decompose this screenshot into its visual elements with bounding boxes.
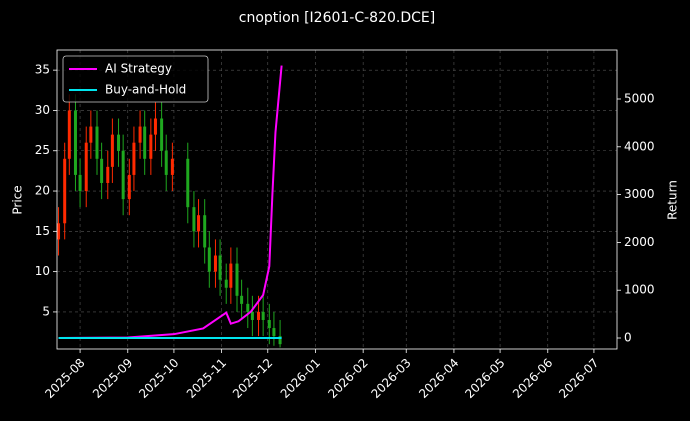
- candle-body: [106, 166, 110, 183]
- plot-frame: [56, 49, 618, 350]
- x-tick-label: 2025-11: [184, 356, 229, 401]
- y-tick-label: 30: [35, 103, 50, 117]
- x-tick-label: 2026-03: [368, 356, 413, 401]
- y2-tick-label: 0: [624, 331, 632, 345]
- candle-body: [160, 118, 164, 151]
- candle-body: [261, 311, 265, 320]
- y2-tick-label: 1000: [624, 283, 655, 297]
- x-tick-label: 2026-04: [416, 356, 461, 401]
- candle-body: [186, 158, 190, 208]
- x-tick-label: 2026-01: [278, 356, 323, 401]
- candle-body: [170, 158, 174, 175]
- line-series: [58, 65, 283, 340]
- y2-tick-label: 4000: [624, 139, 655, 153]
- x-tick-label: 2025-10: [136, 356, 181, 401]
- candle-body: [132, 142, 136, 175]
- x-tick-label: 2025-09: [90, 356, 135, 401]
- candle-body: [143, 126, 147, 159]
- candle-body: [218, 255, 222, 280]
- candle-body: [89, 126, 93, 143]
- x-tick-label: 2025-12: [230, 356, 275, 401]
- candle-body: [235, 263, 239, 296]
- candle-body: [149, 134, 153, 159]
- x-tick-label: 2026-06: [510, 356, 555, 401]
- legend-label: Buy-and-Hold: [105, 83, 186, 97]
- chart-title: cnoption [I2601-C-820.DCE]: [239, 10, 435, 26]
- candle-body: [257, 311, 261, 320]
- candle-body: [278, 336, 282, 345]
- candle-body: [100, 158, 104, 183]
- candle-body: [117, 134, 121, 151]
- candle-body: [110, 134, 114, 167]
- y-tick-label: 35: [35, 63, 50, 77]
- candle-body: [57, 223, 61, 240]
- candle-body: [207, 247, 211, 272]
- candle-body: [127, 174, 131, 200]
- candle-body: [73, 110, 77, 175]
- candle-body: [250, 311, 254, 320]
- y-tick-label: 15: [35, 224, 50, 238]
- candle-body: [229, 263, 233, 288]
- candle-body: [246, 303, 250, 312]
- y2-axis-label: Return: [666, 180, 680, 220]
- legend-label: AI Strategy: [105, 62, 172, 76]
- y-tick-label: 25: [35, 143, 50, 157]
- candle-body: [121, 150, 125, 200]
- candle-body: [203, 215, 207, 248]
- x-tick-label: 2025-08: [42, 356, 87, 401]
- candle-body: [224, 279, 228, 288]
- candle-body: [63, 158, 67, 224]
- y-axis-label: Price: [11, 185, 25, 214]
- y-tick-label: 10: [35, 264, 50, 278]
- candle-body: [78, 174, 82, 192]
- candle-body: [138, 126, 142, 143]
- y2-tick-label: 3000: [624, 187, 655, 201]
- y2-tick-label: 2000: [624, 235, 655, 249]
- candle-body: [267, 319, 271, 329]
- candle-body: [240, 295, 244, 304]
- x-tick-label: 2026-07: [556, 356, 601, 401]
- candle-body: [84, 142, 88, 192]
- candle-body: [153, 118, 157, 135]
- legend-box: [62, 55, 209, 103]
- y-tick-label: 5: [42, 304, 50, 318]
- y-tick-label: 20: [35, 184, 50, 198]
- candles: [57, 94, 282, 348]
- candle-body: [213, 255, 217, 272]
- candle-body: [272, 328, 276, 337]
- candle-body: [164, 150, 168, 175]
- x-tick-label: 2026-05: [462, 356, 507, 401]
- candle-body: [197, 215, 201, 232]
- candle-body: [192, 207, 196, 232]
- y2-tick-label: 5000: [624, 91, 655, 105]
- x-tick-label: 2026-02: [325, 356, 370, 401]
- candle-body: [95, 126, 99, 159]
- candle-body: [67, 110, 71, 159]
